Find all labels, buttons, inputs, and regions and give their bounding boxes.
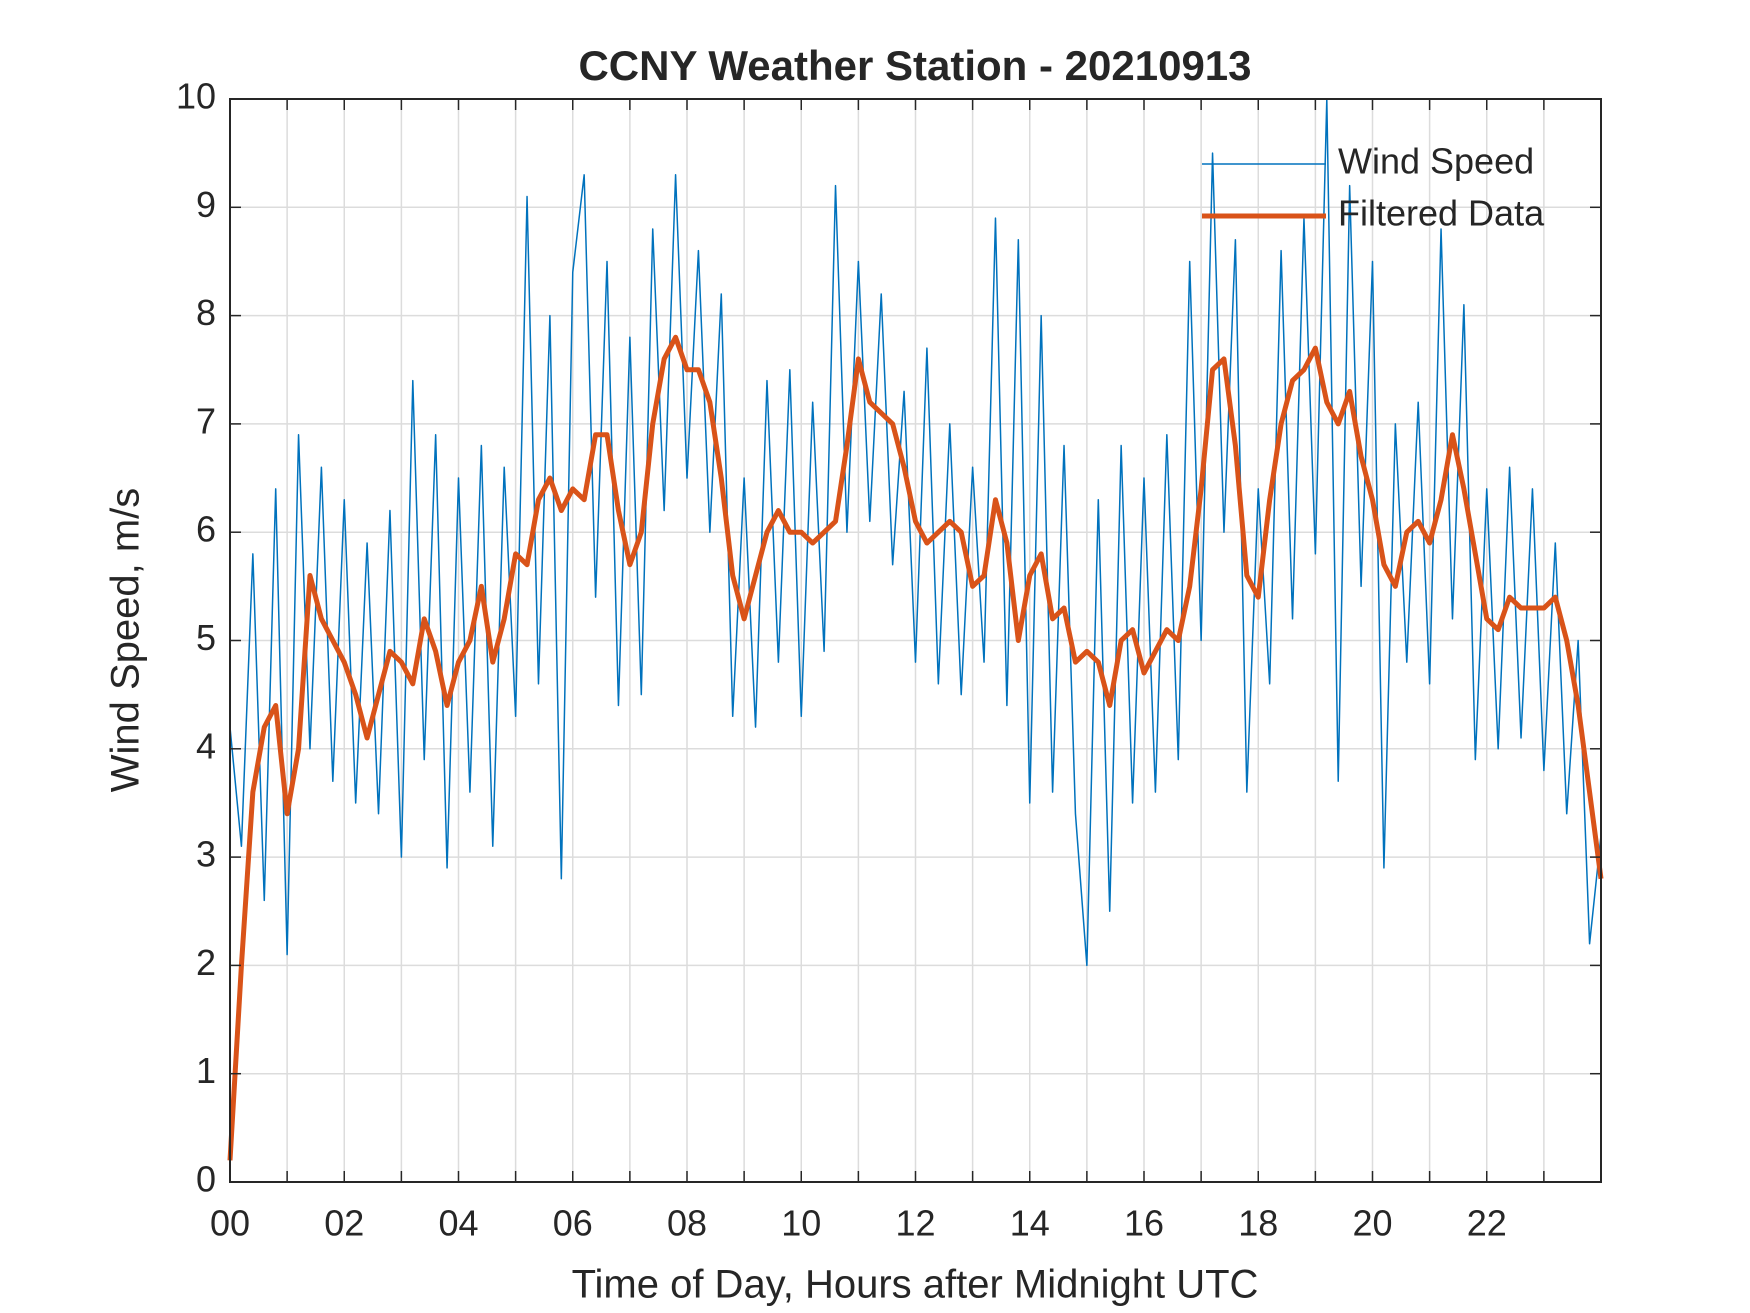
- y-tick-label: 3: [196, 834, 216, 875]
- x-tick-label: 10: [781, 1203, 821, 1244]
- data-line: [227, 334, 1604, 1161]
- x-tick-label: 02: [324, 1203, 364, 1244]
- y-tick-label: 8: [196, 292, 216, 333]
- y-tick-label: 1: [196, 1050, 216, 1091]
- x-tick-label: 22: [1467, 1203, 1507, 1244]
- data-line: [229, 98, 1602, 967]
- y-tick-label: 9: [196, 184, 216, 225]
- x-tick-label: 18: [1238, 1203, 1278, 1244]
- x-axis-label: Time of Day, Hours after Midnight UTC: [572, 1263, 1259, 1307]
- x-tick-label: 14: [1010, 1203, 1050, 1244]
- y-tick-label: 0: [196, 1159, 216, 1200]
- x-tick-label: 20: [1352, 1203, 1392, 1244]
- x-tick-label: 06: [553, 1203, 593, 1244]
- x-tick-label: 00: [210, 1203, 250, 1244]
- chart-title: CCNY Weather Station - 20210913: [578, 42, 1251, 89]
- y-tick-label: 2: [196, 942, 216, 983]
- y-tick-label: 10: [176, 76, 216, 117]
- legend-label: Filtered Data: [1338, 193, 1545, 234]
- x-tick-label: 12: [895, 1203, 935, 1244]
- y-tick-label: 4: [196, 725, 216, 766]
- x-tick-label: 16: [1124, 1203, 1164, 1244]
- x-tick-label: 04: [438, 1203, 478, 1244]
- x-tick-label: 08: [667, 1203, 707, 1244]
- y-axis-label: Wind Speed, m/s: [104, 488, 148, 793]
- y-tick-label: 7: [196, 400, 216, 441]
- legend-label: Wind Speed: [1338, 141, 1534, 182]
- y-tick-label: 5: [196, 617, 216, 658]
- y-tick-label: 6: [196, 509, 216, 550]
